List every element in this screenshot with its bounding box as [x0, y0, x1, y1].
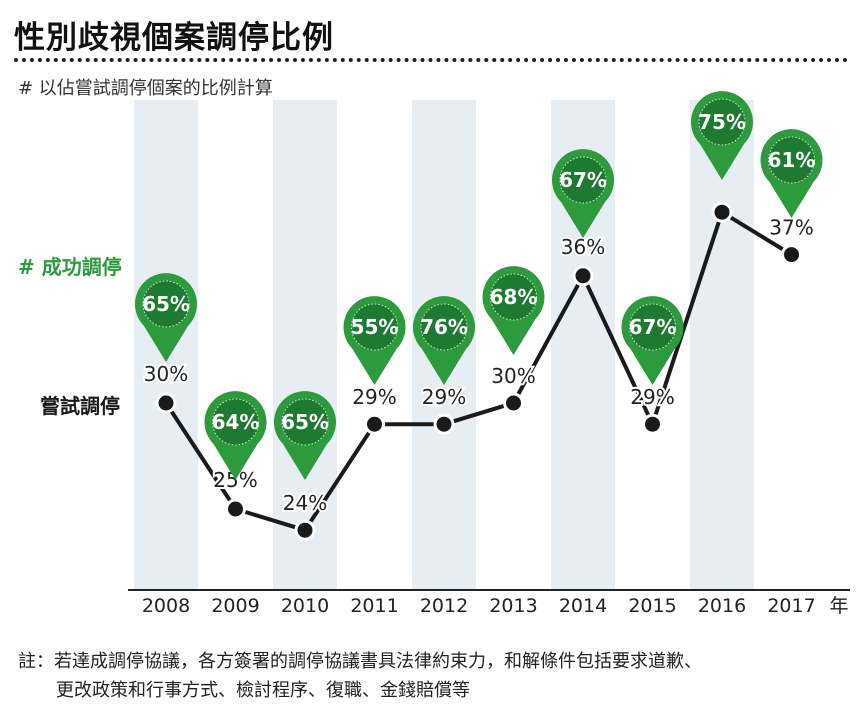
attempt-label-2012: 29% — [422, 385, 466, 409]
data-point-2012 — [433, 413, 455, 435]
footnote-line-1: 註：若達成調停協議，各方簽署的調停協議書具法律約束力，和解條件包括要求道歉、 — [18, 651, 702, 672]
data-point-2016 — [711, 201, 733, 223]
pin-inner-circle — [212, 398, 259, 446]
success-pin-2009: 64% — [204, 391, 267, 480]
pin-inner-circle — [351, 303, 398, 351]
x-tick-2010: 2010 — [281, 595, 329, 617]
x-axis-unit: 年 — [830, 595, 849, 617]
x-tick-2012: 2012 — [420, 595, 468, 617]
success-label-2013: 68% — [490, 285, 538, 309]
pin-inner-circle — [420, 303, 468, 351]
shaded-column-2010 — [273, 100, 337, 590]
data-point-2015 — [642, 413, 663, 435]
success-pins: 65% 64% 65% 55% 76% 68% 67% 67% 75% 61% — [134, 91, 823, 480]
success-pin-2008: 65% — [134, 273, 197, 362]
data-point-2011 — [364, 413, 385, 435]
pin-inner-circle — [629, 303, 676, 351]
success-label-2011: 55% — [351, 315, 399, 339]
attempt-label-2014: 36% — [561, 235, 605, 259]
x-tick-2013: 2013 — [489, 595, 537, 617]
success-pin-2015: 67% — [621, 296, 684, 385]
footnote-line-2: 更改政策和行事方式、檢討程序、復職、金錢賠償等 — [56, 680, 470, 701]
x-tick-2017: 2017 — [767, 595, 815, 617]
success-label-2015: 67% — [629, 315, 677, 339]
pin-inner-circle — [490, 273, 537, 321]
success-pin-2011: 55% — [343, 296, 406, 385]
success-label-2009: 64% — [212, 410, 260, 434]
success-pin-2017: 61% — [760, 129, 823, 218]
pin-inner-circle — [281, 398, 329, 446]
chart-subtitle: # 以佔嘗試調停個案的比例計算 — [18, 78, 273, 99]
x-tick-labels: 2008 2009 2010 2011 2012 2013 2014 2015 2016 2017… — [142, 595, 849, 617]
x-tick-2008: 2008 — [142, 595, 190, 617]
pin-inner-circle — [698, 98, 746, 146]
data-point-2014 — [572, 265, 594, 287]
shaded-column-2016 — [690, 100, 754, 590]
pin-inner-circle — [768, 136, 815, 184]
success-label-2014: 67% — [559, 168, 607, 192]
attempt-label-2011: 29% — [352, 385, 396, 409]
success-pin-2014: 67% — [551, 149, 614, 238]
attempt-label-2008: 30% — [144, 362, 188, 386]
data-point-2013 — [503, 392, 524, 414]
footnote: 註：若達成調停協議，各方簽署的調停協議書具法律約束力，和解條件包括要求道歉、 更… — [18, 647, 702, 705]
attempt-rate-line — [164, 210, 793, 533]
success-label-2017: 61% — [768, 148, 816, 172]
legend-attempt: 嘗試調停 — [40, 394, 120, 418]
success-pin-2012: 76% — [413, 296, 475, 385]
x-tick-2009: 2009 — [211, 595, 259, 617]
data-points — [155, 201, 802, 541]
chart-title: 性別歧視個案調停比例 — [14, 20, 334, 56]
success-label-2010: 65% — [281, 410, 329, 434]
success-label-2012: 76% — [420, 315, 468, 339]
attempt-label-2015: 29% — [630, 385, 674, 409]
x-tick-2011: 2011 — [350, 595, 398, 617]
pin-inner-circle — [142, 280, 190, 328]
attempt-label-2013: 30% — [491, 364, 535, 388]
data-point-2009 — [225, 498, 246, 520]
success-label-2016: 75% — [698, 110, 746, 134]
title-divider — [14, 58, 848, 62]
data-point-2010 — [294, 519, 316, 541]
success-pin-2010: 65% — [273, 391, 336, 480]
pin-inner-circle — [559, 156, 607, 204]
data-point-2008 — [155, 392, 177, 414]
success-pin-2013: 68% — [482, 266, 545, 355]
x-tick-2014: 2014 — [559, 595, 607, 617]
data-point-2017 — [781, 244, 802, 266]
line-chart: 2008 2009 2010 2011 2012 2013 2014 2015 2016 2017… — [18, 91, 850, 617]
success-pin-2016: 75% — [691, 91, 753, 180]
legend-success: # 成功調停 — [18, 255, 122, 279]
x-tick-2015: 2015 — [628, 595, 676, 617]
x-tick-2016: 2016 — [698, 595, 746, 617]
attempt-label-2017: 37% — [769, 216, 813, 240]
attempt-label-2010: 24% — [283, 491, 327, 515]
series-line — [164, 210, 793, 533]
success-label-2008: 65% — [142, 292, 190, 316]
